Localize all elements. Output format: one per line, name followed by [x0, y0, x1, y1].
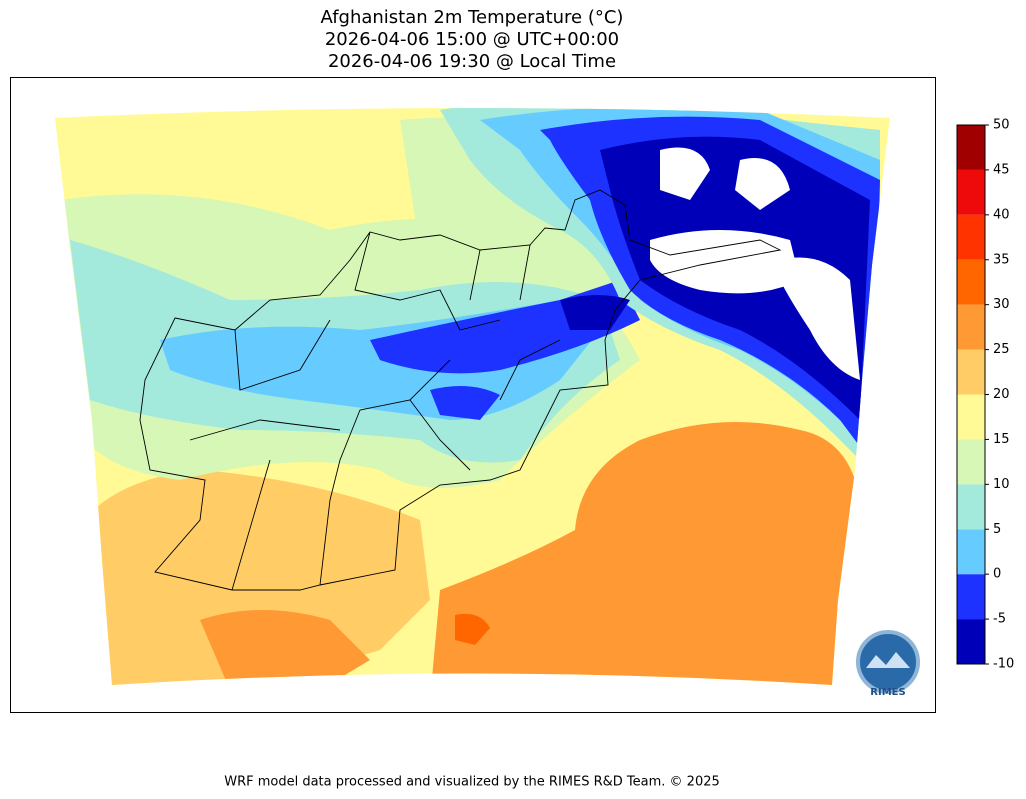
- colorbar-swatch: [957, 349, 985, 395]
- colorbar-swatch: [957, 125, 985, 170]
- colorbar-swatch: [957, 394, 985, 440]
- colorbar-swatch: [957, 619, 985, 664]
- colorbar-swatch: [957, 484, 985, 530]
- map-frame: [10, 77, 936, 713]
- colorbar-tick-label: 20: [993, 387, 1010, 402]
- colorbar-swatch: [957, 259, 985, 305]
- colorbar-tick-label: 50: [993, 118, 1010, 133]
- logo-text: RIMES: [870, 687, 905, 698]
- colorbar-swatch: [957, 529, 985, 575]
- title-line: 2026-04-06 15:00 @ UTC+00:00: [325, 29, 619, 50]
- footer: WRF model data processed and visualized …: [224, 775, 720, 790]
- colorbar-tick-label: 45: [993, 162, 1010, 177]
- title-line: Afghanistan 2m Temperature (°C): [321, 7, 624, 28]
- colorbar-tick-label: 5: [993, 522, 1001, 537]
- colorbar: -10 -5 0 5 10 15 20 25 30 35 40 45 50: [956, 118, 1014, 672]
- colorbar-tick-label: 10: [993, 477, 1010, 492]
- colorbar-swatch: [957, 574, 985, 620]
- colorbar-swatch: [957, 214, 985, 260]
- admin-borders: [139, 189, 782, 591]
- colorbar-tick-label: 15: [993, 432, 1010, 447]
- temperature-field: [55, 108, 890, 685]
- colorbar-tick-label: 0: [993, 567, 1001, 582]
- colorbar-tick-label: 40: [993, 207, 1010, 222]
- title-line: 2026-04-06 19:30 @ Local Time: [328, 51, 616, 72]
- colorbar-tick-label: -10: [993, 657, 1014, 672]
- colorbar-swatch: [957, 169, 985, 215]
- colorbar-swatch: [957, 304, 985, 350]
- colorbar-tick-label: 35: [993, 252, 1010, 267]
- colorbar-tick-label: 25: [993, 342, 1010, 357]
- colorbar-tick-label: -5: [993, 612, 1006, 627]
- logo: RIMES: [856, 630, 920, 698]
- colorbar-tick-label: 30: [993, 297, 1010, 312]
- colorbar-swatch: [957, 439, 985, 485]
